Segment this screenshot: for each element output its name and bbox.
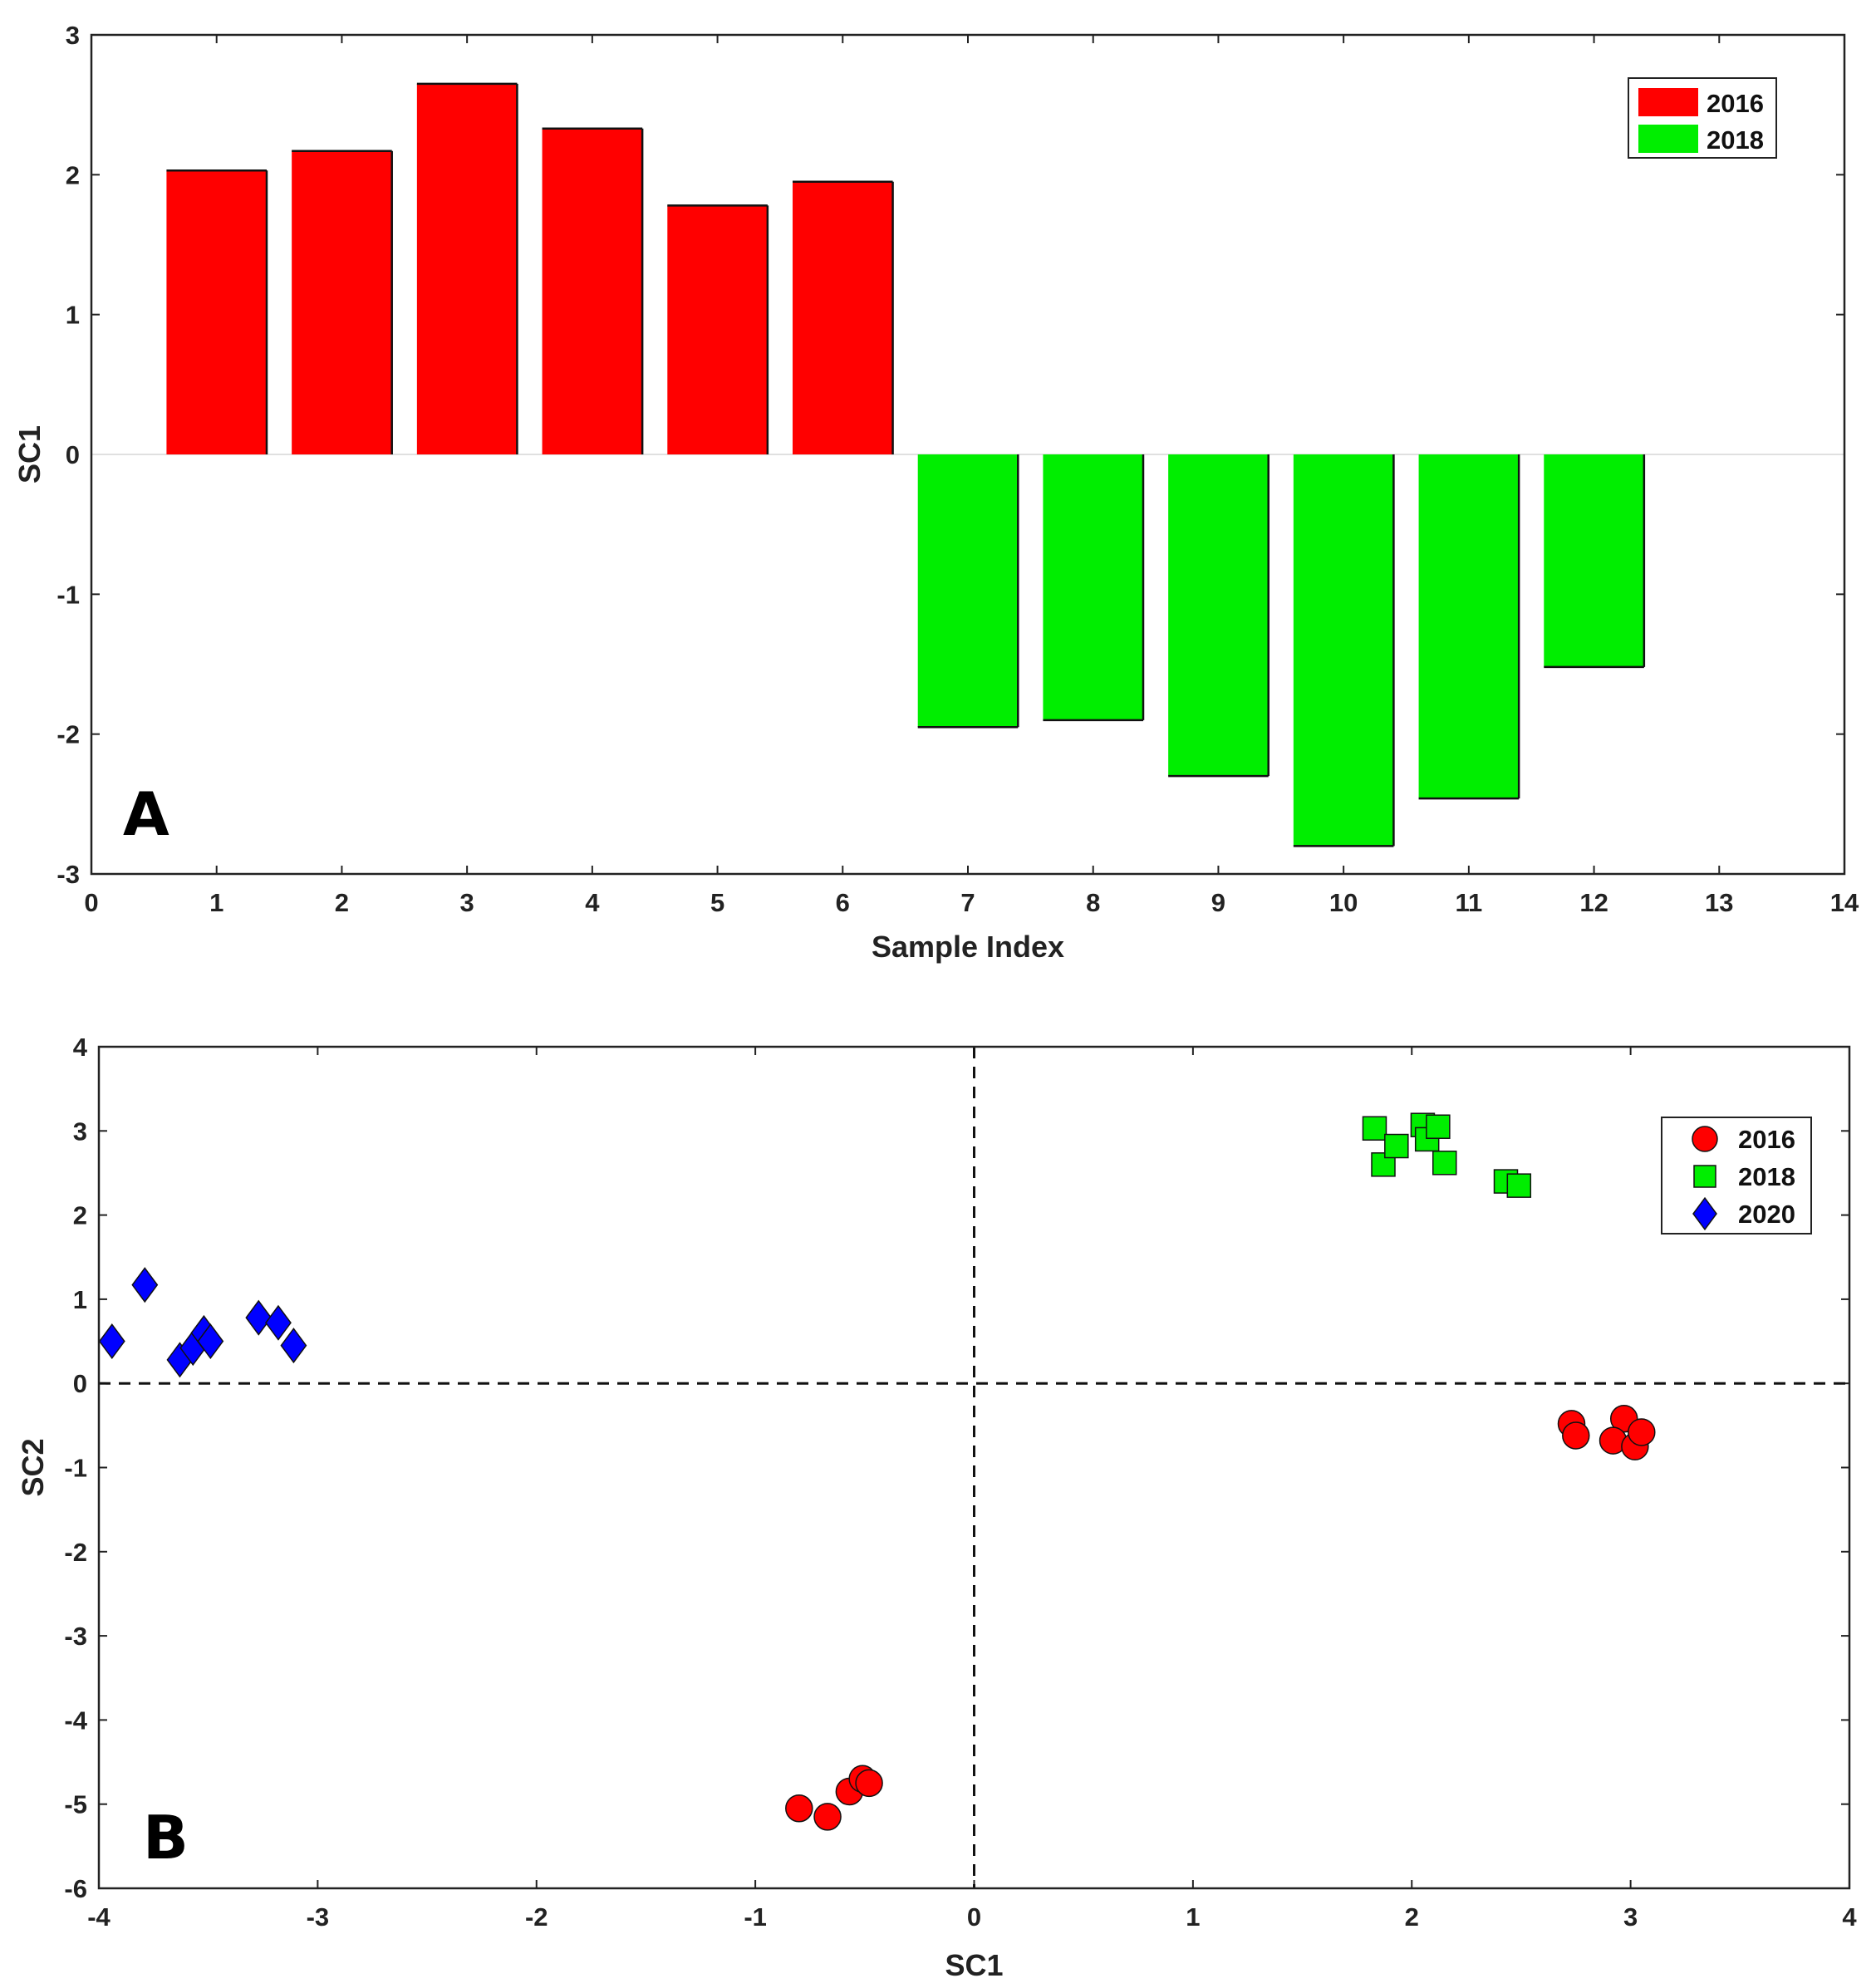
x-tick-label: 2 (1405, 1902, 1419, 1932)
y-tick-label: -5 (64, 1790, 87, 1819)
bar-2018-12 (1544, 454, 1644, 667)
point-2016-7 (814, 1804, 841, 1830)
x-tick-label: 3 (1623, 1902, 1638, 1932)
x-tick-label: -2 (525, 1902, 548, 1932)
y-tick-label: 4 (73, 1033, 88, 1062)
legend-label: 2018 (1738, 1162, 1795, 1191)
y-tick-label: -4 (64, 1706, 87, 1735)
x-tick-label: 1 (1186, 1902, 1200, 1932)
x-axis-label: Sample Index (872, 930, 1064, 964)
point-2018-2 (1385, 1135, 1408, 1158)
y-tick-label: 0 (66, 440, 80, 469)
panel-b-scatter-plot: -4 -3 -2 -1 0 1 2 3 4 -6 -5 -4 -3 -2 -1 0 1 2 3 4 SC1 SC2 B 201… (16, 1033, 1857, 1982)
y-axis-label: SC2 (16, 1438, 50, 1496)
point-2016-10 (856, 1770, 882, 1796)
point-2016-1 (1563, 1422, 1589, 1449)
x-tick-label: 1 (209, 888, 223, 917)
y-tick-label: 3 (66, 21, 80, 50)
x-tick-label: 8 (1086, 888, 1100, 917)
legend-label: 2016 (1738, 1125, 1795, 1154)
x-tick-label: 3 (460, 888, 474, 917)
bar-2018-11 (1419, 454, 1520, 798)
x-tick-label: 10 (1329, 888, 1358, 917)
bar-2016-5 (667, 205, 768, 454)
x-tick-label: 9 (1211, 888, 1225, 917)
x-tick-label: 4 (585, 888, 600, 917)
legend-label: 2016 (1707, 89, 1764, 118)
x-tick-label: -3 (307, 1902, 330, 1932)
bar-2016-1 (166, 170, 267, 454)
y-tick-label: 3 (73, 1117, 87, 1146)
x-tick-label: 14 (1830, 888, 1859, 917)
bar-2016-3 (417, 84, 518, 454)
x-tick-label: 0 (84, 888, 98, 917)
y-tick-label: 1 (66, 301, 80, 330)
y-tick-label: -2 (56, 720, 80, 749)
point-2016-5 (1628, 1419, 1655, 1446)
y-tick-label: 2 (73, 1201, 87, 1230)
bar-2018-10 (1294, 454, 1394, 846)
panel-label: B (143, 1803, 189, 1873)
bar-2016-4 (543, 129, 643, 454)
point-2018-8 (1507, 1174, 1530, 1197)
y-tick-label: -3 (64, 1622, 87, 1651)
panel-label: A (123, 779, 169, 849)
bar-2018-8 (1043, 454, 1143, 720)
x-tick-label: 4 (1842, 1902, 1857, 1932)
x-axis-label: SC1 (945, 1948, 1003, 1982)
legend-label: 2020 (1738, 1200, 1795, 1229)
bar-2018-9 (1168, 454, 1269, 776)
x-tick-label: 5 (710, 888, 724, 917)
point-2016-6 (786, 1795, 813, 1822)
legend-swatch-2018 (1638, 125, 1698, 153)
point-2018-5 (1427, 1115, 1450, 1138)
bar-2016-2 (292, 151, 392, 454)
y-axis-label: SC1 (12, 425, 47, 484)
y-tick-label: -1 (56, 580, 80, 609)
panel-a-bar-chart: 01234567891011121314-3-2-10123Sample Ind… (12, 21, 1859, 964)
point-2018-0 (1363, 1117, 1386, 1140)
x-tick-label: -4 (87, 1902, 110, 1932)
x-tick-label: -1 (744, 1902, 767, 1932)
legend-label: 2018 (1707, 125, 1764, 155)
x-tick-label: 11 (1455, 888, 1482, 917)
x-tick-label: 0 (967, 1902, 981, 1932)
bar-2016-6 (793, 182, 893, 454)
y-tick-label: -2 (64, 1538, 87, 1567)
legend-swatch-2016 (1638, 88, 1698, 116)
x-tick-label: 7 (960, 888, 975, 917)
bar-2018-7 (918, 454, 1019, 727)
point-2018-6 (1433, 1151, 1456, 1175)
x-tick-label: 6 (836, 888, 850, 917)
y-tick-label: 1 (73, 1285, 87, 1314)
y-tick-label: -1 (64, 1454, 87, 1483)
x-tick-label: 2 (335, 888, 349, 917)
y-tick-label: -6 (64, 1874, 87, 1903)
y-tick-label: -3 (56, 860, 80, 889)
y-tick-label: 2 (66, 160, 80, 189)
legend-marker-2016 (1692, 1127, 1717, 1151)
x-tick-label: 13 (1705, 888, 1733, 917)
legend-marker-2018 (1694, 1166, 1716, 1187)
x-tick-label: 12 (1579, 888, 1608, 917)
y-tick-label: 0 (73, 1369, 87, 1398)
